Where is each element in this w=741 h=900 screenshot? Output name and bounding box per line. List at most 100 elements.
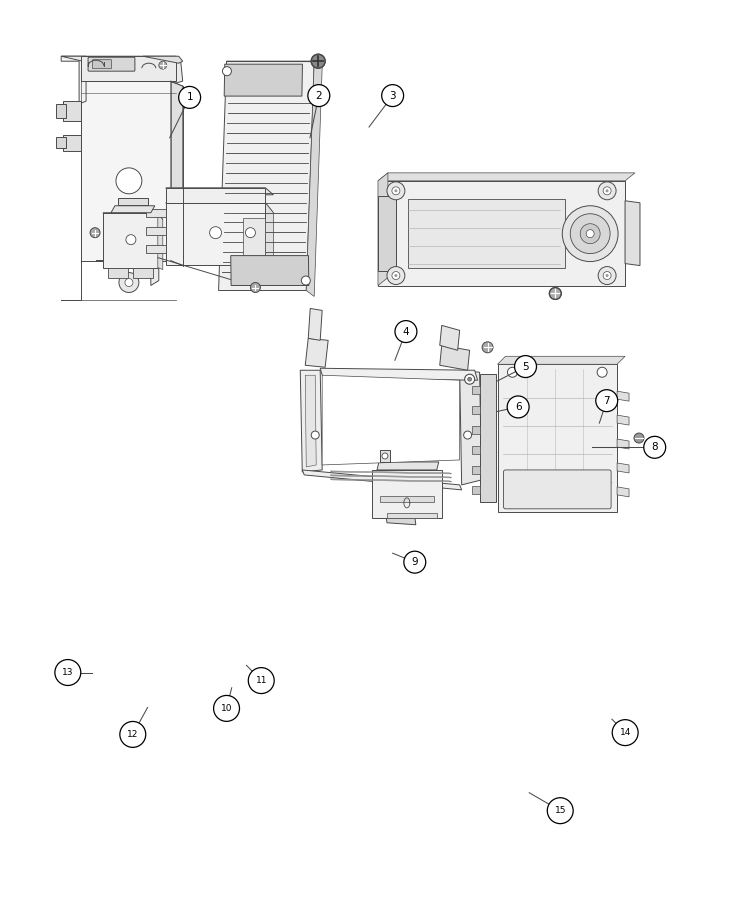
Polygon shape bbox=[322, 375, 459, 465]
Polygon shape bbox=[320, 368, 478, 380]
Polygon shape bbox=[471, 466, 479, 474]
Text: 15: 15 bbox=[554, 806, 566, 815]
Polygon shape bbox=[479, 374, 496, 502]
Circle shape bbox=[464, 431, 471, 439]
Circle shape bbox=[90, 228, 100, 238]
Circle shape bbox=[392, 272, 400, 280]
Text: 6: 6 bbox=[515, 402, 522, 412]
Bar bbox=[56, 104, 66, 118]
Polygon shape bbox=[330, 475, 452, 478]
Polygon shape bbox=[497, 364, 617, 512]
Circle shape bbox=[612, 720, 638, 745]
Text: 11: 11 bbox=[256, 676, 267, 685]
Circle shape bbox=[125, 278, 133, 286]
Polygon shape bbox=[103, 212, 163, 220]
Polygon shape bbox=[108, 267, 128, 277]
Polygon shape bbox=[617, 415, 629, 425]
Text: 14: 14 bbox=[619, 728, 631, 737]
Polygon shape bbox=[372, 470, 442, 518]
Text: 3: 3 bbox=[389, 91, 396, 101]
Circle shape bbox=[605, 189, 608, 193]
Circle shape bbox=[311, 54, 325, 68]
Polygon shape bbox=[497, 356, 625, 365]
Circle shape bbox=[586, 230, 594, 238]
Polygon shape bbox=[308, 309, 322, 340]
Polygon shape bbox=[617, 392, 629, 401]
Circle shape bbox=[603, 187, 611, 194]
Circle shape bbox=[210, 227, 222, 239]
Text: 9: 9 bbox=[411, 557, 418, 567]
Circle shape bbox=[382, 85, 404, 106]
Circle shape bbox=[250, 283, 260, 293]
Circle shape bbox=[507, 396, 529, 418]
Polygon shape bbox=[378, 181, 625, 285]
Circle shape bbox=[387, 266, 405, 284]
Circle shape bbox=[514, 356, 536, 377]
Polygon shape bbox=[62, 56, 183, 83]
Polygon shape bbox=[471, 446, 479, 454]
Polygon shape bbox=[385, 485, 416, 515]
Polygon shape bbox=[439, 346, 470, 370]
Polygon shape bbox=[225, 64, 302, 96]
Circle shape bbox=[508, 367, 517, 377]
Polygon shape bbox=[146, 245, 166, 253]
Circle shape bbox=[394, 189, 397, 193]
Polygon shape bbox=[330, 471, 452, 474]
FancyBboxPatch shape bbox=[503, 470, 611, 508]
Polygon shape bbox=[378, 196, 396, 271]
Text: 7: 7 bbox=[603, 396, 610, 406]
Polygon shape bbox=[471, 486, 479, 494]
Circle shape bbox=[603, 272, 611, 280]
Polygon shape bbox=[230, 256, 309, 285]
Polygon shape bbox=[81, 81, 170, 261]
Text: 2: 2 bbox=[316, 91, 322, 101]
Text: 13: 13 bbox=[62, 668, 73, 677]
Polygon shape bbox=[377, 462, 439, 470]
Circle shape bbox=[597, 367, 607, 377]
Circle shape bbox=[549, 287, 561, 300]
Bar bbox=[63, 135, 81, 151]
Polygon shape bbox=[471, 386, 479, 394]
Polygon shape bbox=[146, 227, 166, 235]
Circle shape bbox=[605, 274, 608, 277]
Polygon shape bbox=[305, 338, 328, 367]
Polygon shape bbox=[306, 61, 322, 296]
Circle shape bbox=[571, 213, 610, 254]
Text: 5: 5 bbox=[522, 362, 529, 372]
Circle shape bbox=[580, 224, 600, 244]
Circle shape bbox=[245, 228, 256, 238]
Polygon shape bbox=[302, 470, 462, 490]
Circle shape bbox=[596, 390, 618, 411]
Polygon shape bbox=[103, 212, 158, 267]
Circle shape bbox=[644, 436, 665, 458]
Circle shape bbox=[382, 453, 388, 459]
Bar bbox=[56, 137, 66, 148]
Circle shape bbox=[395, 320, 417, 343]
Circle shape bbox=[119, 273, 139, 292]
Text: 8: 8 bbox=[651, 442, 658, 453]
Polygon shape bbox=[81, 56, 176, 81]
Circle shape bbox=[213, 696, 239, 722]
Polygon shape bbox=[378, 173, 635, 181]
Circle shape bbox=[392, 187, 400, 194]
Polygon shape bbox=[133, 267, 153, 277]
Polygon shape bbox=[617, 439, 629, 449]
Polygon shape bbox=[471, 426, 479, 434]
Polygon shape bbox=[625, 201, 640, 266]
Bar bbox=[63, 101, 81, 121]
Text: 1: 1 bbox=[186, 93, 193, 103]
Circle shape bbox=[126, 235, 136, 245]
Circle shape bbox=[120, 722, 146, 747]
Polygon shape bbox=[166, 202, 273, 212]
Circle shape bbox=[598, 182, 616, 200]
FancyBboxPatch shape bbox=[88, 58, 135, 71]
Polygon shape bbox=[62, 56, 86, 104]
Polygon shape bbox=[96, 261, 159, 285]
Polygon shape bbox=[378, 173, 388, 285]
Polygon shape bbox=[305, 375, 316, 467]
Circle shape bbox=[548, 797, 574, 824]
Circle shape bbox=[387, 182, 405, 200]
Circle shape bbox=[302, 276, 310, 285]
Polygon shape bbox=[166, 202, 265, 265]
Polygon shape bbox=[330, 479, 452, 482]
